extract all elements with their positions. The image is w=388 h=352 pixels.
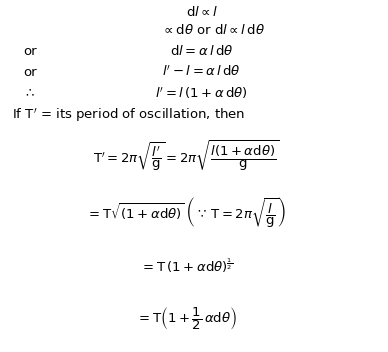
Text: $\mathrm{T}' = 2\pi\sqrt{\dfrac{l'}{\mathrm{g}}} = 2\pi\sqrt{\dfrac{l(1+\alpha\m: $\mathrm{T}' = 2\pi\sqrt{\dfrac{l'}{\mat… <box>93 139 280 174</box>
Text: $= \mathrm{T}\,(1+\alpha\mathrm{d}\theta)^{\frac{1}{2}}$: $= \mathrm{T}\,(1+\alpha\mathrm{d}\theta… <box>140 257 233 275</box>
Text: $\mathrm{d}l \propto l$: $\mathrm{d}l \propto l$ <box>185 5 218 19</box>
Text: $= \mathrm{T}\sqrt{(1+\alpha\mathrm{d}\theta)}\;\left(\because\, \mathrm{T} = 2\: $= \mathrm{T}\sqrt{(1+\alpha\mathrm{d}\t… <box>87 196 286 230</box>
Text: $\therefore$: $\therefore$ <box>23 87 35 100</box>
Text: $l' = l\,(1 + \alpha\, \mathrm{d}\theta)$: $l' = l\,(1 + \alpha\, \mathrm{d}\theta)… <box>155 86 248 101</box>
Text: If T$'$ = its period of oscillation, then: If T$'$ = its period of oscillation, the… <box>12 107 245 124</box>
Text: $= \mathrm{T}\left(1+\dfrac{1}{2}\,\alpha\mathrm{d}\theta\right)$: $= \mathrm{T}\left(1+\dfrac{1}{2}\,\alph… <box>136 305 237 332</box>
Text: $l' - l = \alpha\, l\, \mathrm{d}\theta$: $l' - l = \alpha\, l\, \mathrm{d}\theta$ <box>163 65 241 80</box>
Text: or: or <box>23 45 37 57</box>
Text: or: or <box>23 66 37 78</box>
Text: $\mathrm{d}l = \alpha\, l\, \mathrm{d}\theta$: $\mathrm{d}l = \alpha\, l\, \mathrm{d}\t… <box>170 44 234 58</box>
Text: $\propto\mathrm{d}\theta$ or $\mathrm{d}l \propto l\,\mathrm{d}\theta$: $\propto\mathrm{d}\theta$ or $\mathrm{d}… <box>161 23 265 37</box>
